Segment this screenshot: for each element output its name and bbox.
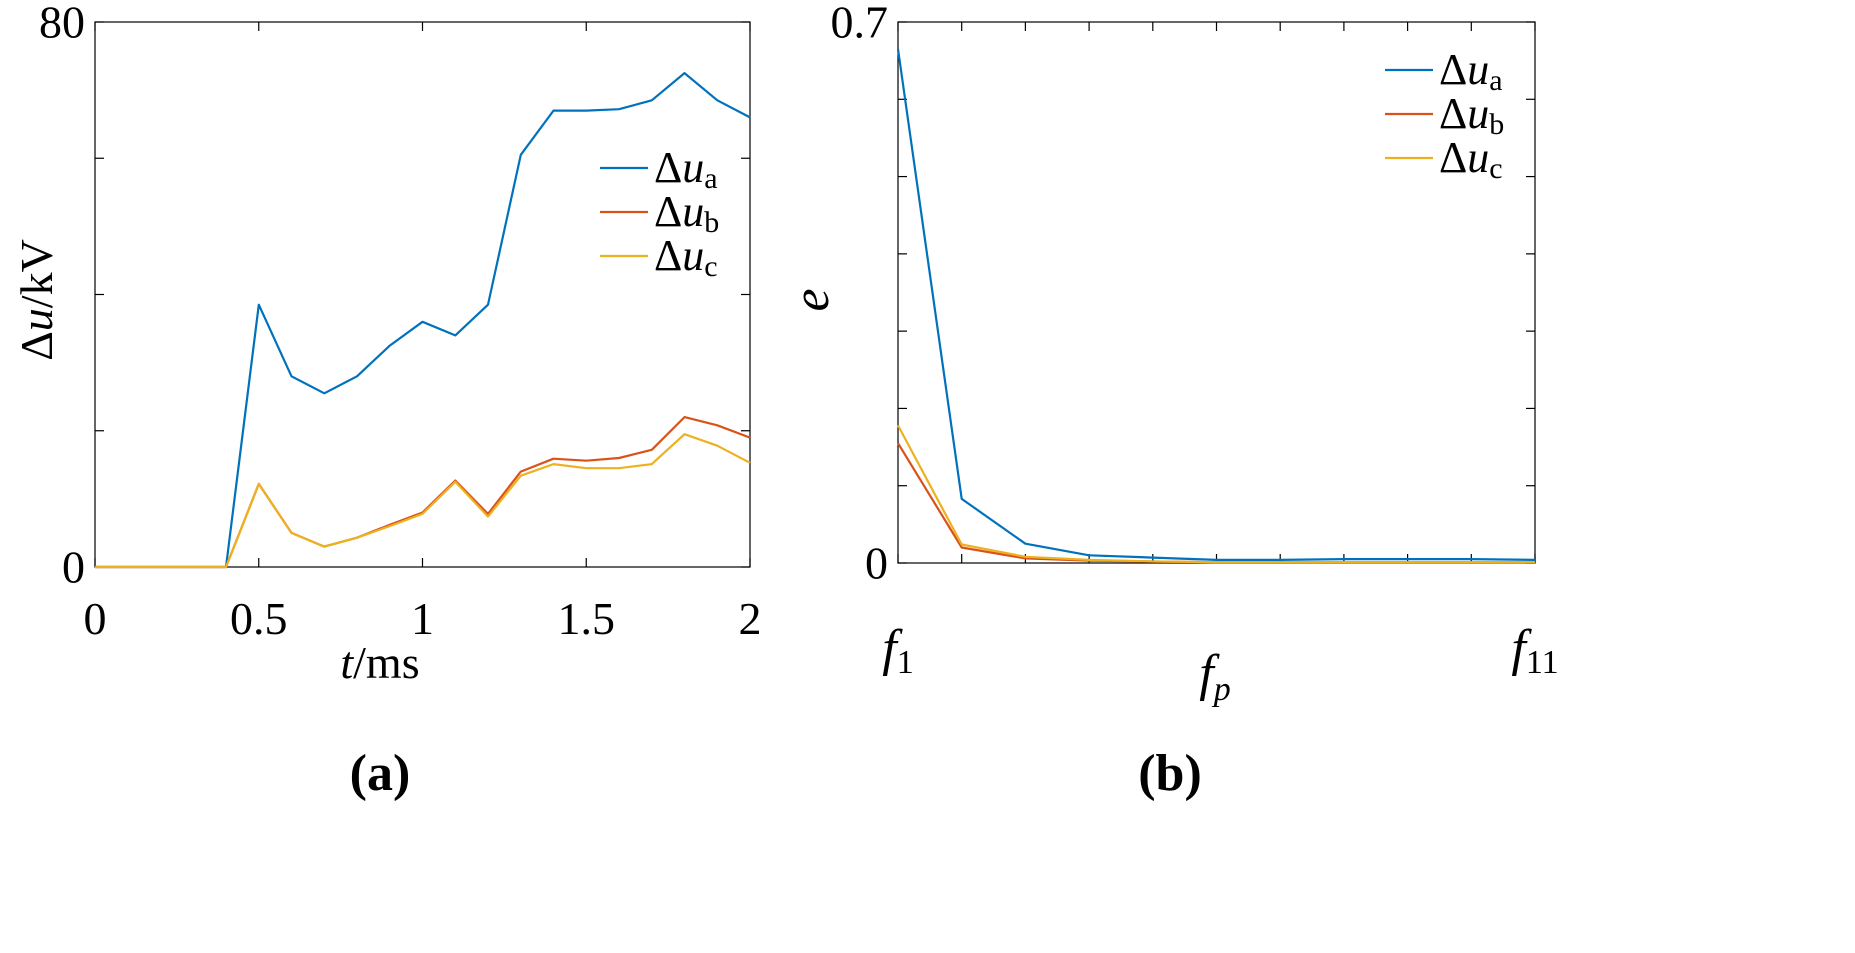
panel-b-label: (b) <box>1138 745 1202 802</box>
panel-b-legend-label-b: Δub <box>1439 89 1504 141</box>
panel-b-ylabel: e <box>783 288 840 311</box>
panel-b-series-line-a <box>896 48 1536 562</box>
panel-a-xlabel: t/ms <box>340 637 419 688</box>
panel-a-label: (a) <box>350 745 411 802</box>
panel-a-ytick-label: 80 <box>39 0 85 48</box>
panel-b-legend-label-c: Δuc <box>1439 133 1503 185</box>
panel-b-ytick-label: 0 <box>865 538 888 589</box>
panel-b-xlabel: fp <box>1199 645 1230 708</box>
panel-b-ytick-label: 0.7 <box>831 0 889 48</box>
panel-b-xtick-label: f1 <box>882 620 913 681</box>
panel-b-xtick-label: f11 <box>1511 620 1558 681</box>
panel-a-legend-label-a: Δua <box>654 143 718 195</box>
panel-a-axes-box <box>94 21 751 568</box>
panel-a-legend-label-c: Δuc <box>654 231 718 283</box>
panel-a-xtick-label: 2 <box>739 593 762 644</box>
panel-a-legend-label-b: Δub <box>654 187 719 239</box>
panel-b-series-line-c <box>897 424 1535 564</box>
panel-a-xtick-label: 0 <box>84 593 107 644</box>
panel-a-ylabel: Δu/kV <box>11 239 62 361</box>
panel-a-ytick-label: 0 <box>62 542 85 593</box>
panel-a-series-line-a <box>95 71 751 569</box>
panel-a-xtick-label: 0.5 <box>230 593 288 644</box>
panel-a-series-line-b <box>95 416 751 569</box>
panel-a-xtick-label: 1 <box>411 593 434 644</box>
panel-a-series-line-c <box>95 433 751 569</box>
panel-b-legend-label-a: Δua <box>1439 45 1503 97</box>
panel-a-xtick-label: 1.5 <box>558 593 616 644</box>
panel-b-series-line-b <box>897 442 1535 564</box>
